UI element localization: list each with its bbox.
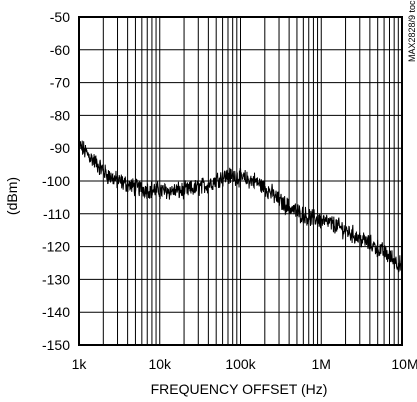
y-tick-label: -70 (50, 75, 70, 91)
x-axis-label: FREQUENCY OFFSET (Hz) (151, 381, 328, 397)
y-axis-label: (dBm) (4, 177, 20, 215)
y-tick-label: -140 (42, 304, 70, 320)
y-tick-label: -130 (42, 271, 70, 287)
x-tick-label: 1M (312, 356, 331, 372)
y-tick-label: -110 (43, 206, 70, 222)
y-tick-label: -80 (50, 107, 70, 123)
y-tick-label: -90 (50, 140, 70, 156)
y-tick-labels: -50 -60 -70 -80 -90 -100 -110 -120 -130 -140 -150 (42, 9, 70, 353)
y-tick-label: -150 (42, 337, 70, 353)
x-tick-label: 100k (225, 356, 256, 372)
y-tick-label: -120 (42, 239, 70, 255)
plot-frame (78, 16, 403, 346)
series-line (78, 140, 403, 273)
x-tick-label: 10k (148, 356, 172, 372)
x-tick-label: 1k (72, 356, 88, 372)
y-tick-label: -100 (42, 173, 70, 189)
y-tick-label: -50 (50, 9, 70, 25)
x-tick-labels: 1k 10k 100k 1M 10M (72, 356, 417, 372)
figure-code: MAX2828/9 toc22 (407, 0, 417, 62)
x-tick-label: 10M (391, 356, 417, 372)
y-tick-label: -60 (50, 42, 70, 58)
